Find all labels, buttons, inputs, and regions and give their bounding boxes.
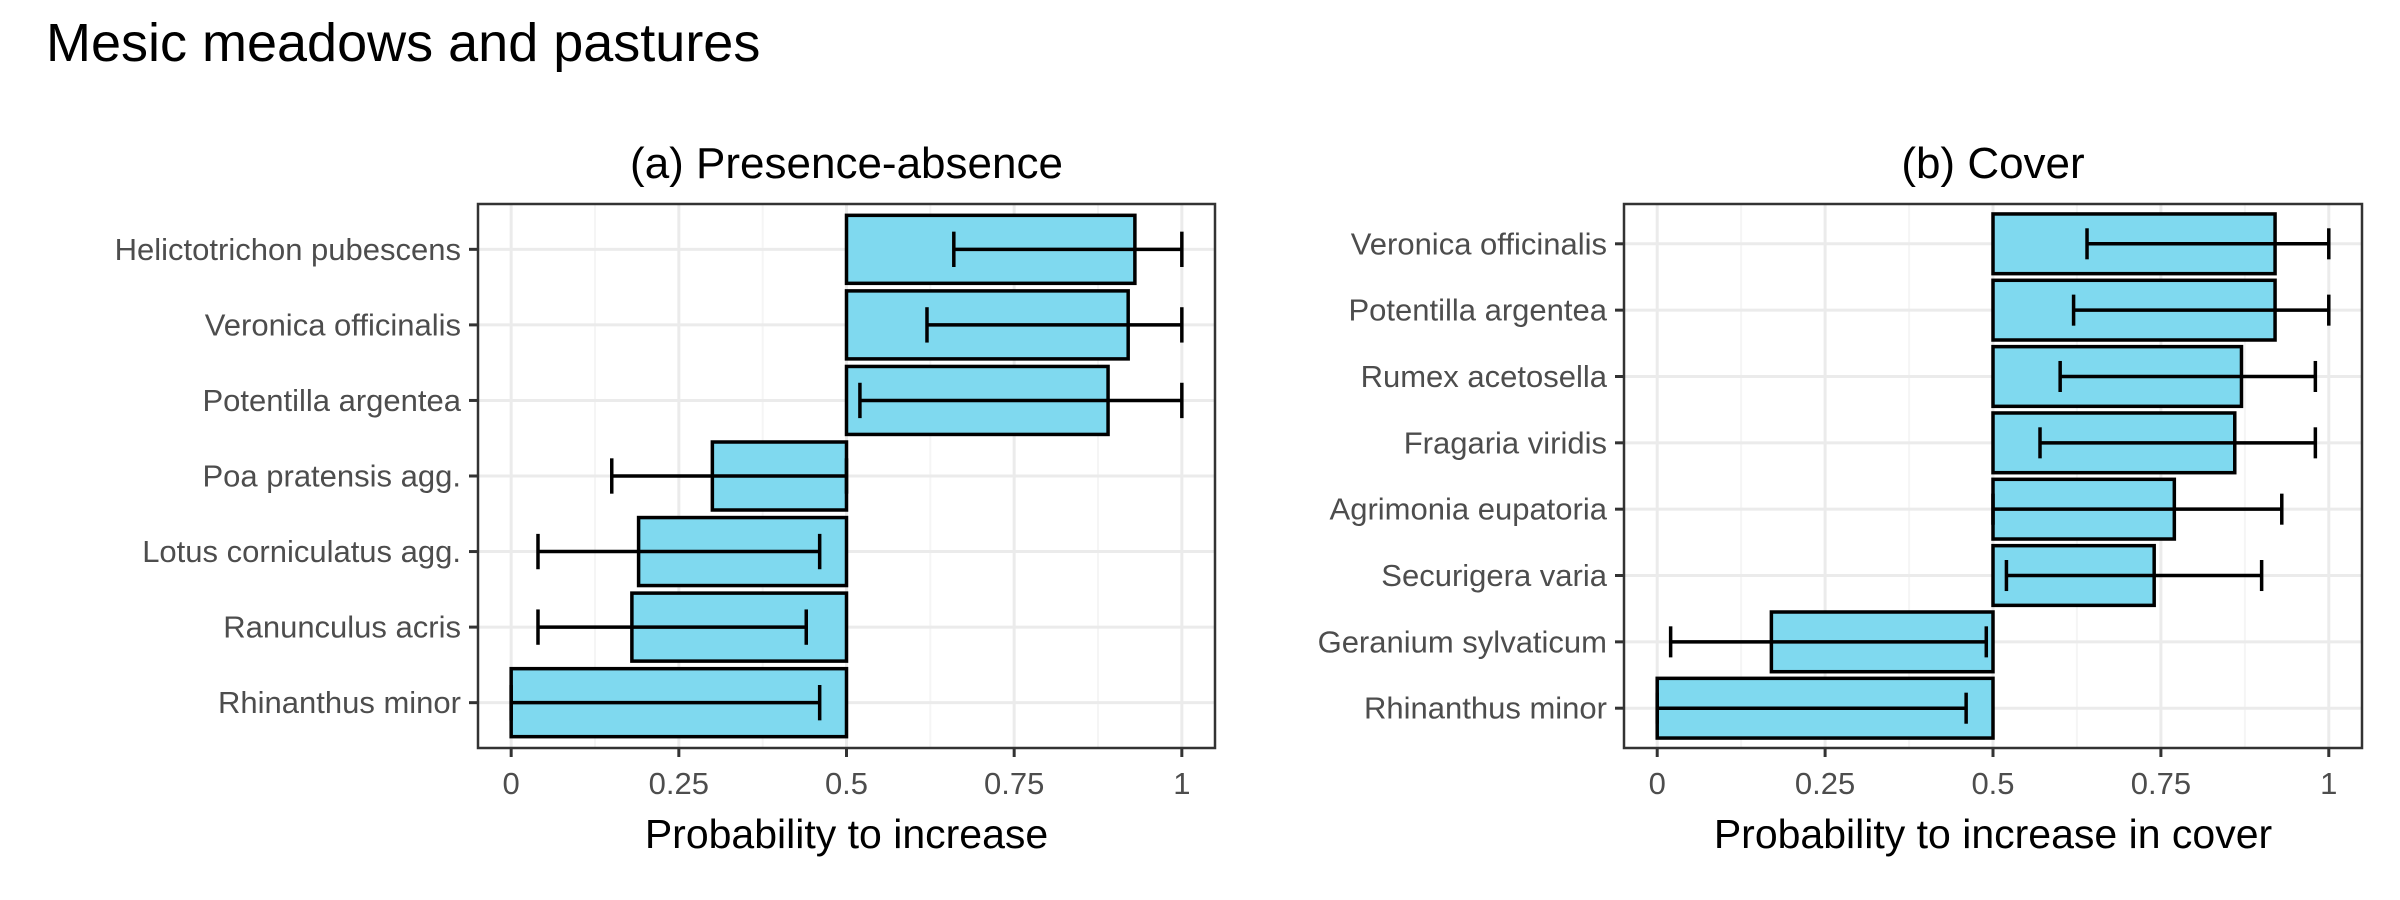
x-tick-label: 0 <box>503 766 520 801</box>
y-tick-label: Lotus corniculatus agg. <box>142 534 461 569</box>
y-tick-label: Rumex acetosella <box>1361 359 1608 394</box>
error-bar <box>2071 294 2331 326</box>
panel-a-title: (a) Presence-absence <box>630 139 1063 188</box>
error-bar <box>610 458 849 494</box>
y-tick-label: Helictotrichon pubescens <box>115 232 461 267</box>
y-tick-label: Poa pratensis agg. <box>202 459 461 494</box>
panel-a-x-axis-title: Probability to increase <box>645 811 1048 857</box>
y-tick-label: Agrimonia eupatoria <box>1330 492 1608 527</box>
error-bar <box>2038 427 2318 459</box>
error-bar <box>2004 559 2264 592</box>
panel-cover: Veronica officinalis Potentilla argentea R… <box>1318 139 2364 857</box>
error-bar <box>925 307 1184 343</box>
x-tick-label: 0 <box>1649 766 1666 801</box>
error-bar <box>536 533 822 570</box>
y-tick-label: Ranunculus acris <box>223 610 461 645</box>
x-tick-label: 0.5 <box>1971 766 2014 801</box>
y-tick-label: Geranium sylvaticum <box>1318 624 1607 659</box>
y-tick-label: Potentilla argentea <box>1348 293 1607 328</box>
figure-title: Mesic meadows and pastures <box>46 13 761 73</box>
error-bar <box>1991 493 2284 525</box>
error-bar <box>2058 360 2318 393</box>
x-tick-label: 1 <box>1173 766 1190 801</box>
x-tick-label: 0.75 <box>2131 766 2191 801</box>
error-bar <box>1655 692 1968 724</box>
y-tick-label: Potentilla argentea <box>202 383 461 418</box>
panel-presence-absence: Helictotrichon pubescens Veronica officin… <box>115 139 1217 857</box>
y-tick-label: Rhinanthus minor <box>1364 691 1607 726</box>
error-bar <box>858 382 1184 419</box>
y-tick-label: Veronica officinalis <box>1351 226 1607 261</box>
panel-b-x-axis-title: Probability to increase in cover <box>1714 811 2272 857</box>
panel-b-title: (b) Cover <box>1901 139 2084 188</box>
y-tick-label: Fragaria viridis <box>1404 425 1607 460</box>
y-tick-label: Securigera varia <box>1381 558 1607 593</box>
error-bar <box>952 231 1184 268</box>
x-tick-label: 1 <box>2320 766 2337 801</box>
y-tick-label: Rhinanthus minor <box>218 685 461 720</box>
y-tick-label: Veronica officinalis <box>205 307 461 342</box>
x-tick-label: 0.25 <box>1795 766 1855 801</box>
x-tick-label: 0.75 <box>984 766 1044 801</box>
error-bar <box>536 609 809 645</box>
error-bar <box>509 684 822 721</box>
error-bar <box>2085 228 2331 260</box>
error-bar <box>1668 626 1989 658</box>
x-tick-label: 0.25 <box>649 766 709 801</box>
x-tick-label: 0.5 <box>825 766 868 801</box>
